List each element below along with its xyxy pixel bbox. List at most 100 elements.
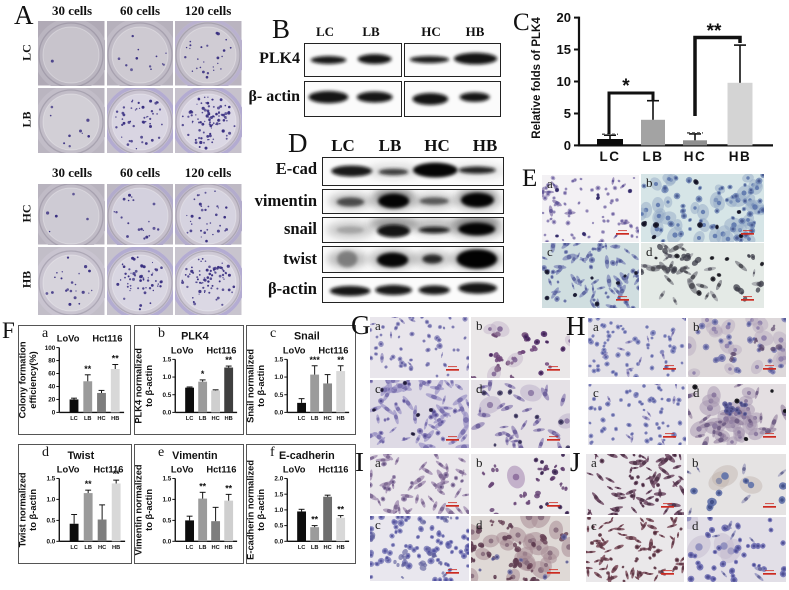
svg-text:HC: HC	[98, 545, 106, 551]
svg-text:b: b	[693, 319, 700, 334]
svg-text:a: a	[375, 318, 381, 333]
svg-text:1.0: 1.0	[274, 507, 283, 514]
svg-text:HC: HC	[211, 416, 219, 422]
svg-text:40: 40	[48, 384, 56, 391]
svg-text:LC: LC	[600, 149, 621, 164]
svg-text:LC: LC	[70, 545, 78, 551]
svg-text:***: ***	[309, 355, 320, 365]
svg-text:HC: HC	[211, 545, 219, 551]
svg-text:10: 10	[557, 74, 571, 89]
svg-text:0.0: 0.0	[162, 410, 171, 417]
svg-text:HB: HB	[225, 416, 233, 422]
svg-text:**: **	[225, 355, 232, 365]
svg-text:1.5: 1.5	[162, 476, 171, 483]
svg-text:C: C	[513, 9, 530, 36]
svg-text:**: **	[199, 481, 206, 491]
svg-text:LC: LC	[298, 545, 306, 551]
svg-text:**: **	[84, 364, 91, 374]
svg-text:HB: HB	[337, 416, 345, 422]
svg-text:Hct116: Hct116	[206, 345, 236, 355]
svg-text:to β-actin: to β-actin	[28, 489, 38, 531]
svg-text:HB: HB	[112, 545, 120, 551]
svg-text:**: **	[707, 21, 722, 42]
svg-text:Hct116: Hct116	[318, 465, 348, 475]
svg-text:c: c	[375, 517, 381, 532]
svg-text:*: *	[622, 76, 630, 97]
svg-text:HC: HC	[684, 149, 707, 164]
svg-text:1.0: 1.0	[162, 497, 171, 504]
svg-text:HB: HB	[729, 149, 752, 164]
svg-text:PLK4: PLK4	[181, 331, 209, 343]
svg-text:0.5: 0.5	[162, 392, 171, 399]
svg-text:0.0: 0.0	[274, 538, 283, 545]
svg-text:to β-actin: to β-actin	[256, 365, 266, 407]
svg-text:Colony formation: Colony formation	[18, 341, 27, 418]
svg-text:Hct116: Hct116	[93, 465, 123, 475]
svg-text:1.0: 1.0	[46, 497, 55, 504]
svg-text:LoVo: LoVo	[57, 334, 80, 344]
svg-text:15: 15	[557, 42, 571, 57]
svg-text:1.5: 1.5	[274, 491, 283, 498]
svg-text:LB: LB	[199, 416, 207, 422]
svg-text:c: c	[375, 381, 381, 396]
svg-text:20: 20	[48, 397, 56, 404]
svg-text:LB: LB	[84, 545, 92, 551]
svg-text:0.5: 0.5	[46, 518, 55, 525]
svg-text:**: **	[85, 479, 92, 489]
svg-text:LB: LB	[84, 416, 92, 422]
svg-text:**: **	[311, 515, 318, 525]
svg-text:LB: LB	[311, 416, 319, 422]
svg-text:0.0: 0.0	[274, 410, 283, 417]
svg-text:1.5: 1.5	[46, 476, 55, 483]
svg-text:1.5: 1.5	[162, 357, 171, 364]
svg-text:LC: LC	[298, 416, 306, 422]
svg-text:d: d	[476, 381, 483, 396]
svg-text:HB: HB	[225, 545, 233, 551]
svg-text:LoVo: LoVo	[283, 465, 306, 475]
svg-text:Twist: Twist	[67, 450, 94, 462]
svg-text:0.0: 0.0	[46, 538, 55, 545]
svg-text:5: 5	[564, 106, 571, 121]
svg-text:Vimentin normalized: Vimentin normalized	[134, 464, 143, 555]
svg-text:1.0: 1.0	[274, 374, 283, 381]
svg-text:**: **	[337, 355, 344, 365]
svg-text:0.5: 0.5	[162, 518, 171, 525]
svg-text:Snail: Snail	[294, 331, 320, 343]
svg-text:80: 80	[48, 358, 56, 365]
svg-text:Relative folds of PLK4: Relative folds of PLK4	[531, 17, 543, 139]
svg-text:*: *	[201, 369, 205, 379]
svg-text:b: b	[646, 175, 653, 190]
svg-text:LC: LC	[186, 545, 194, 551]
svg-text:Snail normalized: Snail normalized	[246, 349, 255, 423]
svg-text:0.5: 0.5	[274, 392, 283, 399]
svg-text:**: **	[225, 483, 232, 493]
svg-text:LoVo: LoVo	[57, 465, 80, 475]
svg-text:HC: HC	[323, 545, 331, 551]
svg-text:E-cadherin: E-cadherin	[279, 450, 335, 462]
svg-text:LoVo: LoVo	[283, 345, 306, 355]
svg-text:a: a	[591, 455, 597, 470]
svg-text:HB: HB	[337, 545, 345, 551]
svg-text:1.0: 1.0	[162, 374, 171, 381]
svg-text:LC: LC	[186, 416, 194, 422]
svg-text:Hct116: Hct116	[206, 465, 236, 475]
svg-text:E-cadherin normalized: E-cadherin normalized	[246, 460, 255, 560]
svg-text:b: b	[476, 455, 483, 470]
svg-text:c: c	[593, 385, 599, 400]
svg-text:**: **	[337, 505, 344, 515]
svg-text:LB: LB	[311, 545, 319, 551]
svg-text:1.5: 1.5	[274, 357, 283, 364]
svg-text:LB: LB	[199, 545, 207, 551]
svg-text:HC: HC	[97, 416, 105, 422]
svg-text:Hct116: Hct116	[92, 334, 122, 344]
svg-text:a: a	[547, 176, 553, 191]
svg-text:a: a	[593, 319, 599, 334]
svg-text:60: 60	[48, 371, 56, 378]
svg-text:d: d	[476, 517, 483, 532]
svg-text:d: d	[646, 244, 653, 259]
svg-text:to β-actin: to β-actin	[144, 365, 154, 407]
svg-text:LoVo: LoVo	[171, 465, 194, 475]
svg-text:c: c	[591, 518, 597, 533]
svg-text:HB: HB	[111, 416, 119, 422]
svg-text:**: **	[113, 469, 120, 479]
